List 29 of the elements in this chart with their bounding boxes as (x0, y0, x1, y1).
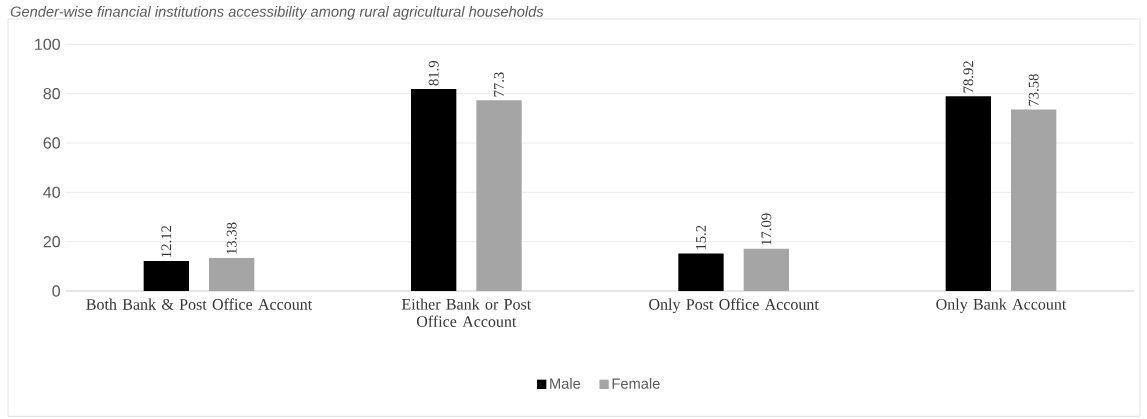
y-tick-label: 0 (52, 285, 61, 297)
bar (411, 88, 457, 291)
y-tick-label: 20 (43, 236, 61, 248)
bar (743, 248, 789, 291)
data-label: 17.09 (761, 213, 772, 245)
bar (476, 100, 522, 291)
data-label: 81.9 (428, 60, 439, 86)
x-tick-label: Either Bank or Post Office Account (401, 298, 532, 327)
bar (945, 96, 991, 291)
y-tick-label: 100 (35, 38, 60, 50)
y-tick-label: 40 (43, 186, 61, 198)
data-label: 73.58 (1028, 74, 1039, 106)
y-tick-label: 80 (43, 88, 61, 100)
x-tick-label: Both Bank & Post Office Account (86, 298, 313, 310)
legend-label: Male (550, 378, 581, 389)
data-label: 78.92 (963, 61, 974, 93)
data-label: 77.3 (494, 72, 504, 97)
data-label: 12.12 (161, 225, 172, 257)
x-tick-label: Only Post Office Account (649, 298, 819, 314)
bar (209, 258, 255, 291)
data-label: 15.2 (696, 225, 706, 250)
legend-label: Female (612, 378, 660, 389)
data-label: 13.38 (226, 222, 237, 254)
x-tick-label: Only Bank Account (936, 298, 1067, 313)
bar (1011, 109, 1057, 291)
bar (143, 261, 190, 291)
bar (678, 253, 724, 291)
chart-title: Gender-wise financial institutions accessibility among rural agricultural households (10, 6, 544, 20)
y-tick-label: 60 (43, 137, 61, 149)
